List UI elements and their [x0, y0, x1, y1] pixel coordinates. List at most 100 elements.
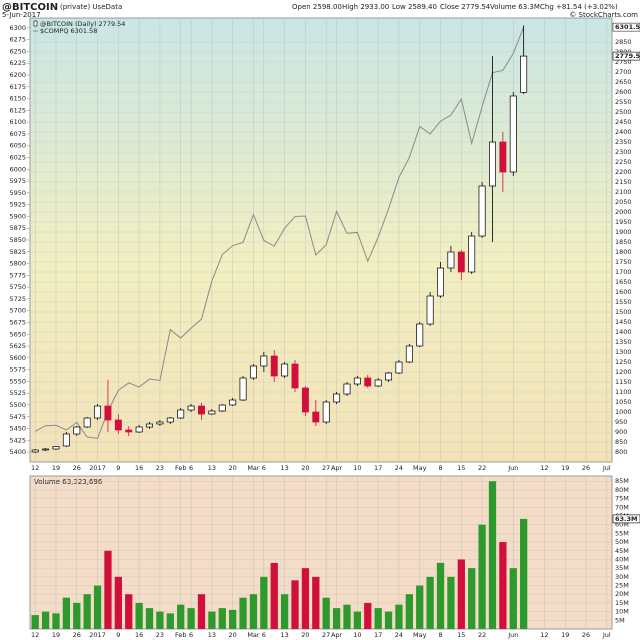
y2-tick-label: 5575	[9, 366, 26, 374]
x-tick-label: 6	[189, 631, 193, 639]
value-tag: 2779.54	[615, 52, 640, 60]
candle-body	[447, 251, 455, 269]
x-tick-label: 2017	[89, 464, 106, 472]
volume-bar	[447, 576, 455, 629]
y2-tick-label: 5825	[9, 248, 26, 256]
volume-bar	[468, 568, 476, 629]
y-tick-label: 40M	[615, 555, 629, 563]
y-tick-label: 2200	[615, 168, 632, 176]
header-item: Low 2589.40	[392, 3, 437, 11]
candle-body	[52, 446, 60, 450]
y-tick-label: 80M	[615, 486, 629, 494]
x-tick-label: 26	[582, 464, 590, 472]
x-tick-label: Feb	[175, 631, 187, 639]
y2-tick-label: 5625	[9, 342, 26, 350]
x-tick-label: May	[413, 464, 427, 472]
x-tick-label: 22	[478, 631, 486, 639]
candle-body	[281, 363, 289, 377]
y-tick-label: 30M	[615, 573, 629, 581]
volume-bar	[229, 609, 237, 629]
x-tick-label: 17	[374, 464, 382, 472]
x-tick-label: Apr	[331, 464, 343, 472]
x-tick-label: 13	[208, 631, 216, 639]
x-tick-label: Jul	[602, 631, 611, 639]
volume-bar	[197, 594, 206, 629]
y-tick-label: 1150	[615, 378, 632, 386]
y2-tick-label: 5550	[9, 377, 26, 385]
y-tick-label: 1600	[615, 288, 632, 296]
value-tag-box	[612, 514, 640, 524]
header-item: High 2933.00	[342, 3, 389, 11]
x-tick-label: 20	[229, 464, 237, 472]
y-tick-label: 55M	[615, 529, 629, 537]
date: 5-Jun-2017	[2, 11, 41, 19]
x-tick-label: 15	[457, 464, 465, 472]
volume-bar	[145, 608, 154, 629]
y-tick-label: 2550	[615, 98, 632, 106]
credit: © StockCharts.com	[569, 11, 638, 19]
volume-bar	[104, 550, 112, 629]
candle-body	[62, 433, 70, 447]
x-tick-label: Mar	[247, 464, 260, 472]
x-tick-label: Apr	[331, 631, 343, 639]
y2-tick-label: 6250	[9, 47, 26, 55]
x-tick-label: 26	[73, 464, 81, 472]
y2-tick-label: 5875	[9, 224, 26, 232]
volume-bar	[62, 597, 71, 629]
candle-body	[509, 95, 517, 173]
volume-bar	[478, 524, 486, 629]
y-tick-label: 2600	[615, 88, 632, 96]
candle-body	[478, 185, 486, 237]
y-tick-label: 850	[615, 438, 627, 446]
x-tick-label: 13	[280, 464, 288, 472]
volume-bar	[93, 585, 102, 629]
y-tick-label: 85M	[615, 477, 629, 485]
volume-bar	[416, 585, 424, 629]
legend-label: @BITCOIN (Daily) 2779.54	[40, 20, 125, 28]
candle-body	[218, 404, 226, 412]
volume-bar	[436, 562, 445, 629]
x-tick-label: 16	[135, 464, 143, 472]
volume-bar	[260, 576, 268, 629]
volume-title: Volume 63,323,696	[34, 478, 103, 486]
x-tick-label: 16	[135, 631, 143, 639]
volume-bar	[280, 594, 289, 629]
volume-bar	[114, 576, 122, 629]
y2-tick-label: 5950	[9, 189, 26, 197]
x-tick-label: 19	[52, 464, 60, 472]
candle-body	[291, 363, 299, 389]
candle-body	[385, 372, 393, 381]
x-tick-label: 12	[540, 464, 548, 472]
volume-bar	[457, 559, 465, 629]
candle-body	[489, 141, 496, 187]
x-tick-label: 24	[395, 464, 403, 472]
y-tick-label: 2050	[615, 198, 632, 206]
volume-bar	[353, 611, 362, 629]
x-tick-label: 13	[280, 631, 288, 639]
y-tick-label: 1300	[615, 348, 632, 356]
volume-bar	[73, 602, 81, 629]
y-tick-label: 10M	[615, 608, 629, 616]
y-tick-label: 950	[615, 418, 627, 426]
y2-tick-label: 6050	[9, 142, 26, 150]
candle-body	[198, 405, 205, 415]
y-tick-label: 2400	[615, 128, 632, 136]
x-tick-label: Jun	[507, 631, 518, 639]
x-tick-label: 19	[561, 464, 569, 472]
y-tick-label: 2450	[615, 118, 632, 126]
candle-body	[457, 251, 465, 273]
candle-body	[405, 345, 413, 363]
x-tick-label: 26	[582, 631, 590, 639]
x-tick-label: 27	[322, 464, 330, 472]
volume-bar	[332, 608, 341, 629]
y-tick-label: 2500	[615, 108, 632, 116]
x-tick-label: 26	[73, 631, 81, 639]
y-tick-label: 1000	[615, 408, 632, 416]
y-tick-label: 1450	[615, 318, 632, 326]
volume-bar	[83, 594, 91, 629]
x-tick-label: 20	[229, 631, 237, 639]
volume-bar	[364, 602, 372, 629]
volume-bar	[125, 594, 133, 629]
volume-bar	[52, 613, 60, 629]
y-tick-label: 1950	[615, 218, 632, 226]
